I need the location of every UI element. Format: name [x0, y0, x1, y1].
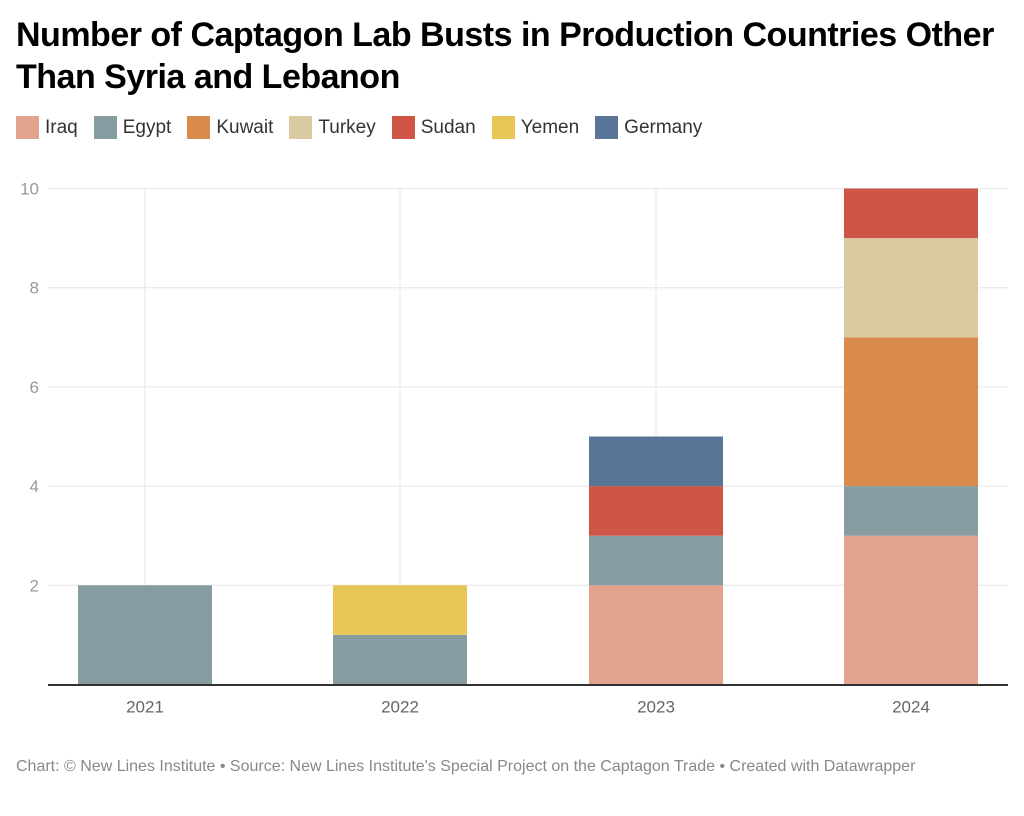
legend-label: Germany [624, 116, 703, 138]
legend-swatch [491, 116, 515, 139]
legend-item-germany: Germany [595, 116, 702, 139]
bar-segment-2024-iraq [844, 535, 978, 685]
legend-swatch [391, 116, 415, 139]
bar-segment-2021-egypt [78, 585, 212, 685]
legend-swatch [595, 116, 619, 139]
legend: Iraq Egypt Kuwait Turkey Sudan Yemen Germany [16, 116, 718, 139]
legend-label: Iraq [45, 116, 78, 138]
legend-label: Turkey [318, 116, 376, 138]
y-tick-label: 8 [30, 279, 39, 298]
legend-swatch [289, 116, 313, 139]
legend-swatch [93, 116, 117, 139]
bar-segment-2022-yemen [333, 585, 467, 635]
bar-segment-2024-turkey [844, 238, 978, 338]
legend-label: Kuwait [216, 116, 274, 138]
legend-label: Egypt [122, 116, 172, 138]
legend-swatch [16, 116, 39, 139]
bar-segment-2023-sudan [589, 486, 723, 536]
legend-swatch [187, 116, 211, 139]
x-tick-label: 2024 [892, 698, 930, 717]
bar-segment-2024-sudan [844, 188, 978, 239]
legend-item-egypt: Egypt [93, 116, 172, 139]
bar-segment-2022-egypt [333, 634, 467, 685]
y-tick-label: 2 [30, 576, 39, 595]
bar-segment-2023-egypt [589, 535, 723, 586]
legend-item-yemen: Yemen [491, 116, 580, 139]
y-tick-label: 6 [30, 378, 39, 397]
x-tick-label: 2021 [126, 698, 164, 717]
legend-item-sudan: Sudan [391, 116, 476, 139]
legend-item-iraq: Iraq [16, 116, 78, 139]
legend-item-kuwait: Kuwait [187, 116, 273, 139]
legend-label: Yemen [520, 116, 580, 138]
bar-segment-2023-germany [589, 436, 723, 487]
bar-segment-2023-iraq [589, 585, 723, 685]
chart-title: Number of Captagon Lab Busts in Producti… [16, 16, 994, 96]
y-tick-label: 10 [20, 180, 39, 199]
stacked-bar-chart: 2 4 6 8 10 2021 2022 2023 2024 [20, 180, 1008, 717]
x-tick-label: 2023 [637, 698, 675, 717]
bar-segment-2024-kuwait [844, 337, 978, 487]
x-tick-label: 2022 [381, 698, 419, 717]
bar-segment-2024-egypt [844, 486, 978, 536]
legend-item-turkey: Turkey [289, 116, 376, 139]
legend-label: Sudan [420, 116, 476, 138]
chart-footer: Chart: © New Lines Institute • Source: N… [16, 758, 916, 775]
y-tick-label: 4 [30, 477, 39, 496]
